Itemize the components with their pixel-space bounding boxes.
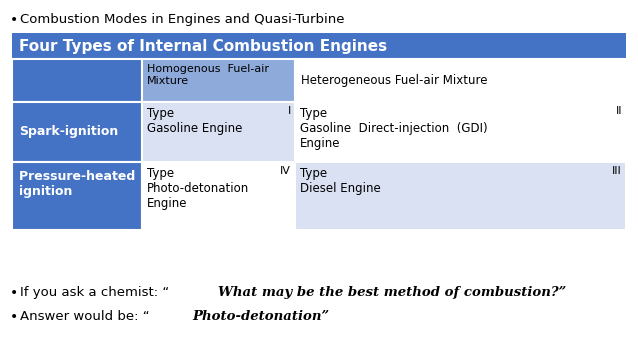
Bar: [295, 162, 626, 230]
Bar: [12, 59, 142, 102]
Text: Type
Diesel Engine: Type Diesel Engine: [300, 167, 381, 195]
Text: •: •: [10, 13, 19, 27]
Text: Photo-detonation”: Photo-detonation”: [193, 310, 330, 323]
Text: Spark-ignition: Spark-ignition: [19, 126, 118, 139]
Text: What may be the best method of combustion?”: What may be the best method of combustio…: [218, 286, 567, 299]
Bar: [295, 102, 626, 162]
Text: If you ask a chemist: “: If you ask a chemist: “: [20, 286, 174, 299]
Text: Type
Photo-detonation
Engine: Type Photo-detonation Engine: [147, 167, 249, 210]
Text: Answer would be: “: Answer would be: “: [20, 310, 154, 323]
Text: I: I: [288, 106, 291, 116]
Text: Combustion Modes in Engines and Quasi-Turbine: Combustion Modes in Engines and Quasi-Tu…: [20, 13, 345, 26]
Text: Four Types of Internal Combustion Engines: Four Types of Internal Combustion Engine…: [19, 38, 387, 53]
Bar: [142, 102, 295, 162]
Text: Pressure-heated  Self-
ignition: Pressure-heated Self- ignition: [19, 170, 176, 198]
Bar: [142, 59, 295, 102]
Bar: [12, 33, 626, 59]
Text: Type
Gasoline  Direct-injection  (GDI)
Engine: Type Gasoline Direct-injection (GDI) Eng…: [300, 107, 487, 150]
Bar: [12, 102, 142, 162]
Text: II: II: [616, 106, 622, 116]
Bar: [12, 162, 142, 230]
Text: •: •: [10, 286, 19, 300]
Text: IV: IV: [280, 166, 291, 176]
Text: III: III: [612, 166, 622, 176]
Text: Heterogeneous Fuel-air Mixture: Heterogeneous Fuel-air Mixture: [301, 74, 487, 87]
Bar: [142, 162, 295, 230]
Text: Homogenous  Fuel-air
Mixture: Homogenous Fuel-air Mixture: [147, 64, 269, 85]
Text: •: •: [10, 310, 19, 324]
Bar: [295, 59, 626, 102]
Text: Type
Gasoline Engine: Type Gasoline Engine: [147, 107, 242, 135]
